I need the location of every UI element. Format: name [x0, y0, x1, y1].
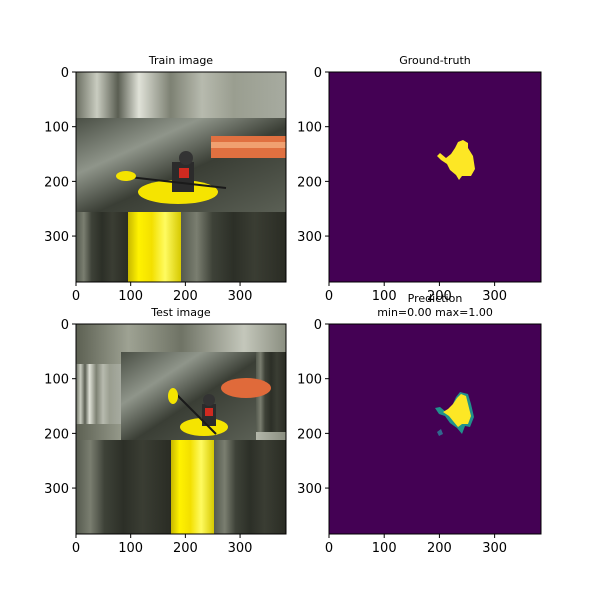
x-tick-label: 200 — [173, 541, 198, 556]
axis-ticks: 0 100 200 300 0 100 200 300 — [297, 66, 507, 304]
y-tick-label: 300 — [297, 482, 322, 497]
y-tick-label: 0 — [61, 66, 69, 81]
axis-ticks: 0 100 200 300 0 100 200 300 — [297, 318, 507, 556]
x-tick-label: 300 — [228, 541, 253, 556]
y-tick-label: 300 — [44, 230, 69, 245]
axes-frame — [75, 323, 287, 535]
x-tick-label: 200 — [427, 541, 452, 556]
x-tick-label: 0 — [325, 541, 333, 556]
x-tick-label: 0 — [72, 289, 80, 304]
test-image — [76, 324, 286, 534]
y-tick-label: 0 — [314, 318, 322, 333]
ground-truth-heatmap — [329, 72, 541, 282]
axes-frame — [75, 71, 287, 283]
prediction-spot — [437, 429, 443, 436]
x-tick-label: 300 — [482, 289, 507, 304]
panel-ground-truth: Ground-truth 0 100 200 300 0 100 200 300 — [297, 54, 542, 304]
panel-test-image: Test image 0 100 200 300 0 100 200 300 — [44, 306, 287, 556]
x-tick-label: 200 — [173, 289, 198, 304]
axis-ticks: 0 100 200 300 0 100 200 300 — [44, 318, 252, 556]
y-tick-label: 300 — [297, 230, 322, 245]
x-tick-label: 300 — [482, 541, 507, 556]
y-tick-label: 100 — [297, 373, 322, 388]
x-tick-label: 100 — [372, 289, 397, 304]
panel-title: Prediction — [408, 292, 463, 305]
y-tick-label: 100 — [297, 121, 322, 136]
ground-truth-mask — [437, 140, 475, 180]
y-tick-label: 0 — [61, 318, 69, 333]
train-image — [76, 72, 286, 282]
panel-title: Ground-truth — [399, 54, 471, 67]
x-tick-label: 100 — [118, 289, 143, 304]
axes-frame — [328, 71, 542, 283]
x-tick-label: 100 — [118, 541, 143, 556]
panel-subtitle: min=0.00 max=1.00 — [377, 306, 493, 319]
x-tick-label: 300 — [228, 289, 253, 304]
panel-prediction: Prediction min=0.00 max=1.00 0 100 200 3000… — [297, 292, 542, 556]
x-tick-label: 0 — [72, 541, 80, 556]
prediction-heatmap — [329, 324, 541, 534]
x-tick-label: 0 — [325, 289, 333, 304]
y-tick-label: 200 — [44, 175, 69, 190]
y-tick-label: 300 — [44, 482, 69, 497]
y-tick-label: 100 — [44, 121, 69, 136]
y-tick-label: 200 — [297, 427, 322, 442]
x-tick-label: 100 — [372, 541, 397, 556]
panel-title: Test image — [150, 306, 211, 319]
axes-frame — [328, 323, 542, 535]
y-tick-label: 200 — [297, 175, 322, 190]
panel-train-image: Train image 0 100 200 300 0 100 200 300 — [44, 54, 287, 304]
axis-ticks: 0 100 200 300 0 100 200 300 — [44, 66, 252, 304]
prediction-mask — [443, 394, 471, 427]
x-tick-label: 200 — [427, 289, 452, 304]
y-tick-label: 200 — [44, 427, 69, 442]
y-tick-label: 0 — [314, 66, 322, 81]
panel-title: Train image — [148, 54, 213, 67]
y-tick-label: 100 — [44, 373, 69, 388]
